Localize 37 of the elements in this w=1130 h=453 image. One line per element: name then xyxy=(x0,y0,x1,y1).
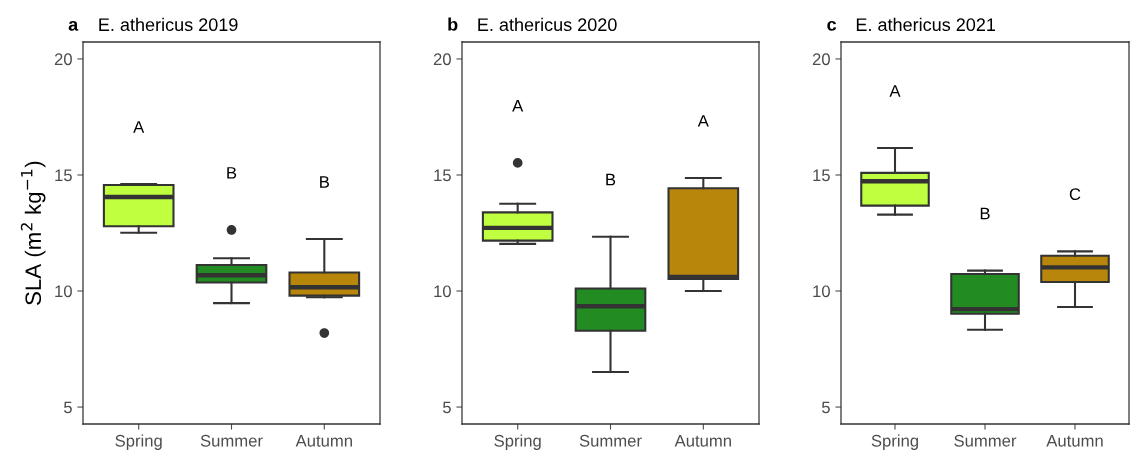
chart-title: E. athericus 2020 xyxy=(478,17,617,32)
annotation: B xyxy=(980,207,990,220)
x-tick-label: Spring xyxy=(494,434,541,450)
y-tick-label: 15 xyxy=(813,169,830,182)
y-tick-label: 10 xyxy=(434,285,451,298)
annotation: A xyxy=(889,85,901,97)
y-tick-label: 10 xyxy=(813,285,830,298)
y-tick-label: 5 xyxy=(63,401,72,414)
y-tick-label: 15 xyxy=(434,169,451,182)
y-tick-label: 10 xyxy=(55,285,72,298)
x-tick-label: Autumn xyxy=(1046,435,1103,447)
y-tick-label: 5 xyxy=(442,401,451,414)
annotation: A xyxy=(133,121,145,133)
y-tick-label: 20 xyxy=(54,53,72,66)
annotation: B xyxy=(320,176,329,188)
x-tick-label: Autumn xyxy=(674,435,731,447)
x-tick-label: Summer xyxy=(954,434,1017,447)
y-tick-label: 20 xyxy=(433,53,451,66)
x-tick-label: Autumn xyxy=(295,435,352,447)
x-tick-label: Summer xyxy=(579,434,642,447)
annotation: A xyxy=(697,115,709,127)
text: a xyxy=(68,20,79,31)
y-axis-title: SLA (m$^{2}$ kg$^{−1}$) xyxy=(20,161,46,305)
annotation: B xyxy=(606,173,616,186)
y-tick-label: 5 xyxy=(821,401,830,414)
x-tick-label: Spring xyxy=(871,434,919,450)
text: b xyxy=(448,17,458,31)
x-tick-label: Spring xyxy=(115,434,162,450)
text: c xyxy=(827,20,837,31)
annotation: B xyxy=(227,167,237,179)
y-tick-label: 20 xyxy=(812,53,830,66)
y-tick-label: 15 xyxy=(55,169,72,182)
annotation: C xyxy=(1069,188,1081,201)
annotation: A xyxy=(512,100,524,112)
chart-title: E. athericus 2021 xyxy=(856,17,996,32)
x-tick-label: Summer xyxy=(200,434,263,447)
chart-title: E. athericus 2019 xyxy=(99,17,238,32)
